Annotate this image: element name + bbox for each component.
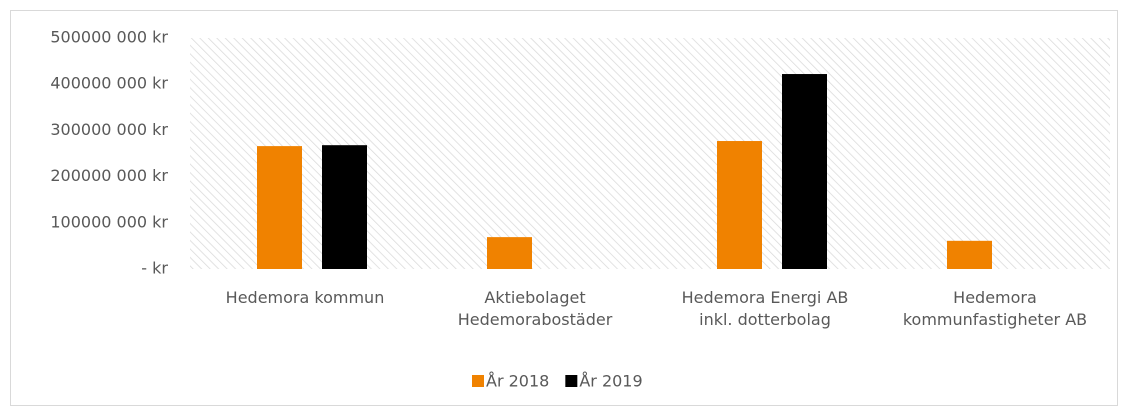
y-tick-label: 500000 000 kr xyxy=(50,28,168,47)
bar xyxy=(717,141,762,269)
y-tick-label: 200000 000 kr xyxy=(50,166,168,185)
y-tick-label: - kr xyxy=(141,259,168,278)
x-tick-label: Aktiebolaget Hedemorabostäder xyxy=(457,288,613,329)
bar xyxy=(487,237,532,269)
x-tick-label: Hedemora kommunfastigheter AB xyxy=(902,288,1088,329)
bar xyxy=(322,145,367,269)
y-tick-label: 400000 000 kr xyxy=(50,74,168,93)
legend-swatch xyxy=(565,375,578,387)
legend-label: År 2019 xyxy=(579,372,642,391)
x-tick-label: Hedemora Energi AB inkl. dotterbolag xyxy=(681,288,849,329)
bar xyxy=(947,240,992,269)
bar xyxy=(257,146,302,269)
x-tick-label: Hedemora kommun xyxy=(225,288,385,307)
y-tick-label: 300000 000 kr xyxy=(50,120,168,139)
y-tick-label: 100000 000 kr xyxy=(50,212,168,231)
legend-swatch xyxy=(472,375,484,387)
bar xyxy=(782,74,827,269)
legend-label: År 2018 xyxy=(486,372,549,391)
